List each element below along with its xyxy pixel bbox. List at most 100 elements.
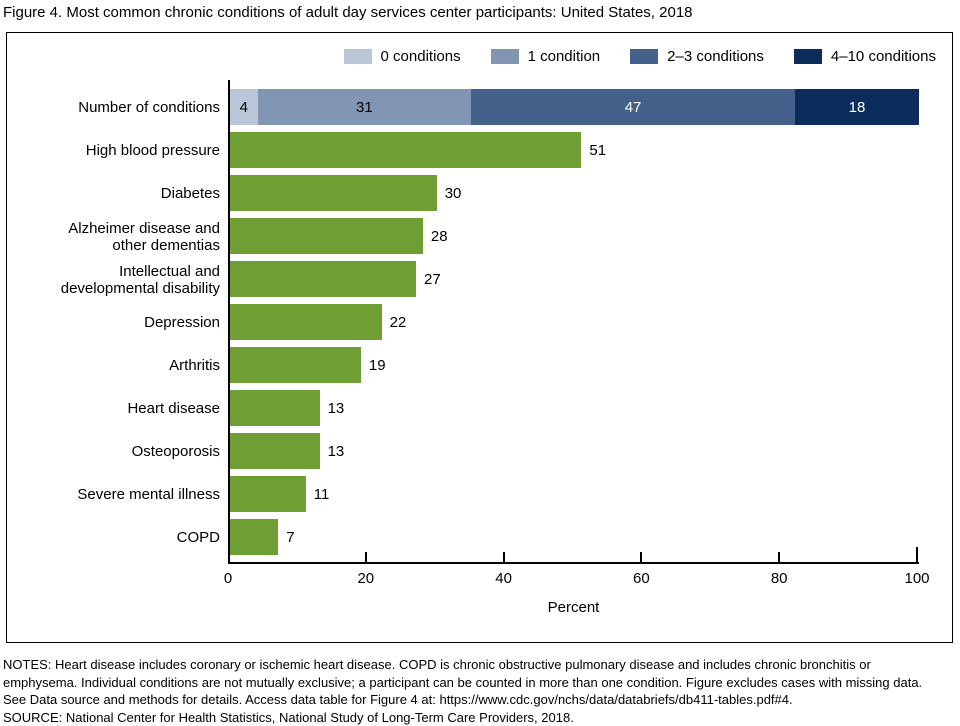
stacked-bar-segment: 4 bbox=[230, 89, 258, 125]
category-label: Alzheimer disease and other dementias bbox=[7, 215, 229, 258]
legend-item: 2–3 conditions bbox=[630, 48, 764, 65]
x-axis-tick bbox=[916, 547, 918, 564]
value-label: 22 bbox=[390, 301, 407, 344]
condition-bar bbox=[230, 347, 361, 383]
value-label: 27 bbox=[424, 258, 441, 301]
x-axis-tick-label: 20 bbox=[346, 570, 386, 587]
row-plot: 19 bbox=[229, 344, 952, 387]
chart-row: Severe mental illness 11 bbox=[7, 473, 952, 516]
legend-item: 0 conditions bbox=[344, 48, 461, 65]
notes-line: See Data source and methods for details.… bbox=[3, 691, 957, 709]
category-label: Diabetes bbox=[7, 172, 229, 215]
row-plot: 51 bbox=[229, 129, 952, 172]
stacked-bar-segment: 47 bbox=[471, 89, 795, 125]
chart-row: High blood pressure 51 bbox=[7, 129, 952, 172]
x-axis-tick bbox=[365, 552, 367, 562]
legend-swatch bbox=[630, 49, 658, 64]
legend-swatch bbox=[344, 49, 372, 64]
value-label: 30 bbox=[445, 172, 462, 215]
category-label-text: Number of conditions bbox=[78, 99, 220, 116]
category-label-text: Severe mental illness bbox=[77, 486, 220, 503]
row-plot: 30 bbox=[229, 172, 952, 215]
category-label: COPD bbox=[7, 516, 229, 559]
category-label: Osteoporosis bbox=[7, 430, 229, 473]
category-label-text: Intellectual and developmental disabilit… bbox=[61, 263, 220, 297]
chart-row: Intellectual and developmental disabilit… bbox=[7, 258, 952, 301]
row-plot: 13 bbox=[229, 387, 952, 430]
chart-row: Diabetes 30 bbox=[7, 172, 952, 215]
row-plot: 11 bbox=[229, 473, 952, 516]
condition-bar bbox=[230, 433, 320, 469]
category-label: Severe mental illness bbox=[7, 473, 229, 516]
legend-swatch bbox=[794, 49, 822, 64]
legend-swatch bbox=[491, 49, 519, 64]
value-label: 13 bbox=[328, 387, 345, 430]
category-label: High blood pressure bbox=[7, 129, 229, 172]
category-label-text: Depression bbox=[144, 314, 220, 331]
category-label: Heart disease bbox=[7, 387, 229, 430]
value-label: 51 bbox=[589, 129, 606, 172]
x-axis-tick bbox=[503, 552, 505, 562]
notes: NOTES: Heart disease includes coronary o… bbox=[3, 656, 957, 726]
category-label: Intellectual and developmental disabilit… bbox=[7, 258, 229, 301]
legend-label: 1 condition bbox=[528, 48, 601, 65]
value-label: 28 bbox=[431, 215, 448, 258]
category-label: Arthritis bbox=[7, 344, 229, 387]
x-axis-tick bbox=[640, 552, 642, 562]
value-label: 19 bbox=[369, 344, 386, 387]
condition-bar bbox=[230, 132, 581, 168]
notes-line: SOURCE: National Center for Health Stati… bbox=[3, 709, 957, 726]
row-plot: 13 bbox=[229, 430, 952, 473]
value-label: 11 bbox=[314, 473, 330, 516]
chart-row: Arthritis 19 bbox=[7, 344, 952, 387]
value-label: 7 bbox=[286, 516, 294, 559]
chart-row: Alzheimer disease and other dementias 28 bbox=[7, 215, 952, 258]
notes-line: emphysema. Individual conditions are not… bbox=[3, 674, 957, 692]
category-label-text: COPD bbox=[177, 529, 220, 546]
x-axis-tick-label: 0 bbox=[208, 570, 248, 587]
category-label-text: Arthritis bbox=[169, 357, 220, 374]
chart-row: Osteoporosis 13 bbox=[7, 430, 952, 473]
condition-bar bbox=[230, 175, 437, 211]
legend-item: 1 condition bbox=[491, 48, 601, 65]
stacked-bar-segment: 31 bbox=[258, 89, 472, 125]
category-label: Number of conditions bbox=[7, 86, 229, 129]
category-label-text: Diabetes bbox=[161, 185, 220, 202]
category-label-text: Heart disease bbox=[127, 400, 220, 417]
condition-bar bbox=[230, 476, 306, 512]
category-label-text: Alzheimer disease and other dementias bbox=[68, 220, 220, 254]
value-label: 13 bbox=[328, 430, 345, 473]
category-label: Depression bbox=[7, 301, 229, 344]
x-axis-label: Percent bbox=[228, 599, 919, 616]
chart-row: Depression 22 bbox=[7, 301, 952, 344]
condition-bar bbox=[230, 261, 416, 297]
condition-bar bbox=[230, 519, 278, 555]
row-plot: 28 bbox=[229, 215, 952, 258]
legend-item: 4–10 conditions bbox=[794, 48, 936, 65]
x-axis-tick bbox=[778, 552, 780, 562]
row-plot: 7 bbox=[229, 516, 952, 559]
figure-title: Figure 4. Most common chronic conditions… bbox=[3, 4, 693, 21]
chart-frame: 0 conditions 1 condition 2–3 conditions 4–1… bbox=[6, 32, 953, 643]
x-axis-tick-label: 100 bbox=[897, 570, 937, 587]
x-axis-tick-label: 60 bbox=[621, 570, 661, 587]
legend-label: 4–10 conditions bbox=[831, 48, 936, 65]
x-axis-tick-label: 40 bbox=[484, 570, 524, 587]
category-label-text: Osteoporosis bbox=[132, 443, 220, 460]
chart-row: COPD 7 bbox=[7, 516, 952, 559]
condition-bar bbox=[230, 304, 382, 340]
x-axis-line bbox=[228, 562, 919, 564]
stacked-bar-segment: 18 bbox=[795, 89, 919, 125]
condition-bar bbox=[230, 218, 423, 254]
legend-label: 0 conditions bbox=[381, 48, 461, 65]
legend-label: 2–3 conditions bbox=[667, 48, 764, 65]
category-label-text: High blood pressure bbox=[86, 142, 220, 159]
row-plot: 22 bbox=[229, 301, 952, 344]
condition-bar bbox=[230, 390, 320, 426]
notes-line: NOTES: Heart disease includes coronary o… bbox=[3, 656, 957, 674]
x-axis-tick-label: 80 bbox=[759, 570, 799, 587]
